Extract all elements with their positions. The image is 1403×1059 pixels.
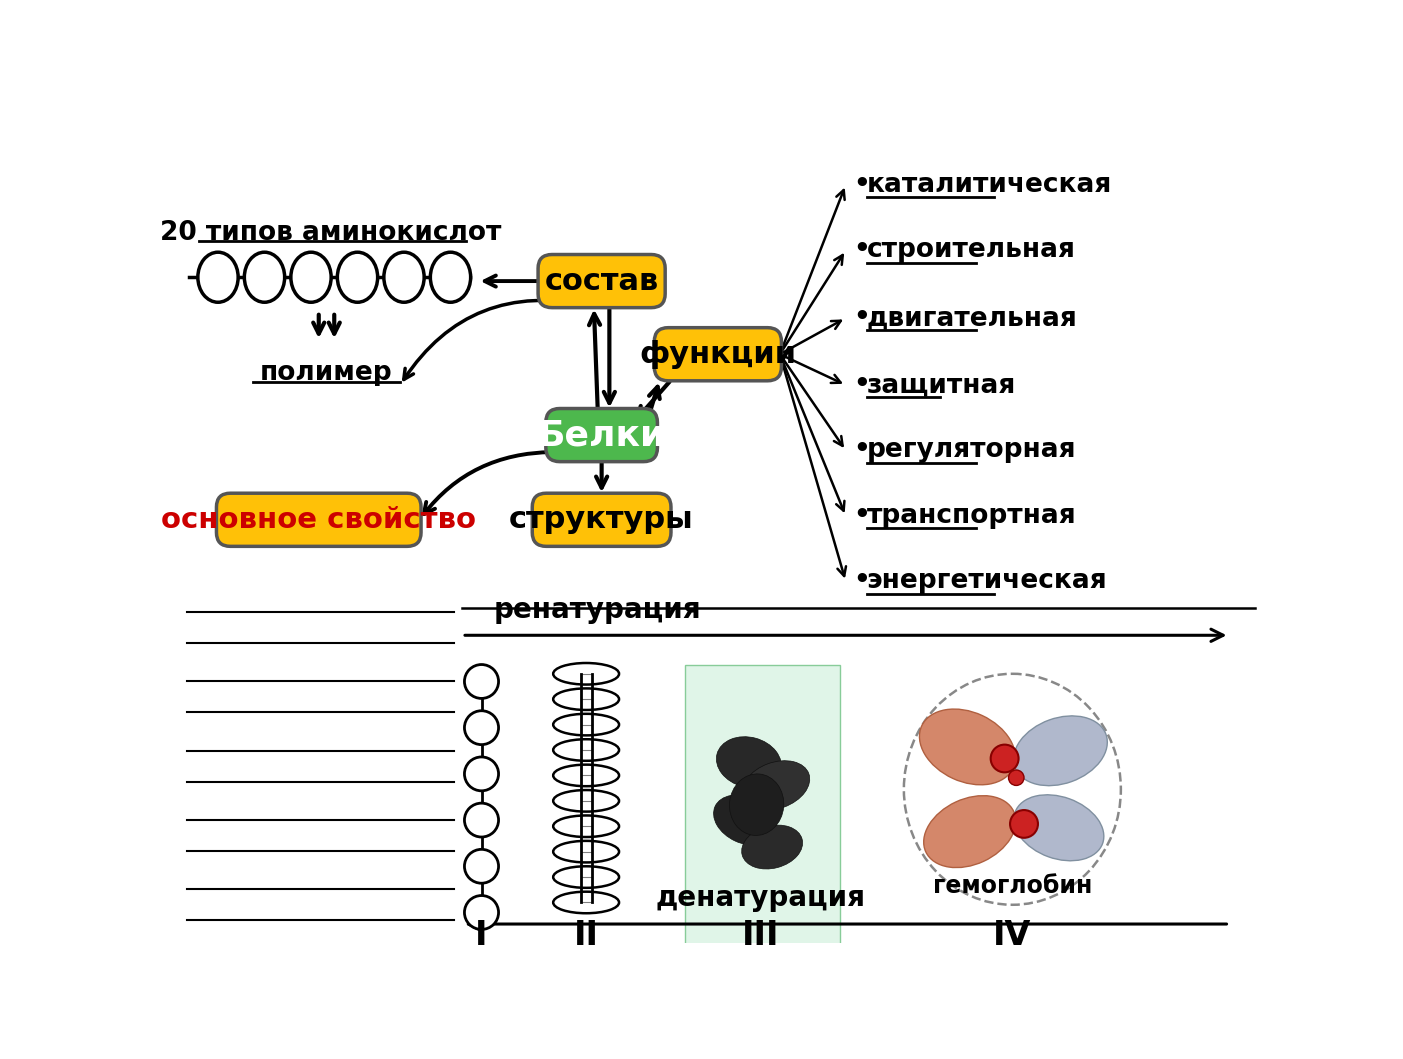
Ellipse shape <box>919 710 1016 785</box>
FancyBboxPatch shape <box>216 493 421 546</box>
Circle shape <box>464 757 498 791</box>
Text: •: • <box>853 437 880 464</box>
FancyBboxPatch shape <box>685 665 839 945</box>
Text: •: • <box>853 237 880 264</box>
Circle shape <box>464 665 498 699</box>
Ellipse shape <box>384 252 424 302</box>
Text: II: II <box>574 919 599 952</box>
Text: двигательная: двигательная <box>867 305 1078 331</box>
Circle shape <box>464 896 498 930</box>
Text: полимер: полимер <box>260 360 393 387</box>
Ellipse shape <box>1014 795 1104 861</box>
Text: состав: состав <box>544 267 659 295</box>
Ellipse shape <box>553 815 619 837</box>
Circle shape <box>464 849 498 883</box>
Ellipse shape <box>553 765 619 786</box>
Text: •: • <box>853 372 880 398</box>
Text: •: • <box>853 172 880 198</box>
Ellipse shape <box>553 663 619 684</box>
Ellipse shape <box>198 252 239 302</box>
Text: строительная: строительная <box>867 237 1076 264</box>
Ellipse shape <box>431 252 470 302</box>
Circle shape <box>464 711 498 744</box>
Text: защитная: защитная <box>867 372 1016 398</box>
Text: структуры: структуры <box>509 505 694 535</box>
Circle shape <box>1009 770 1024 786</box>
Ellipse shape <box>742 760 810 810</box>
Ellipse shape <box>1013 716 1107 786</box>
Text: денатурация: денатурация <box>655 884 866 913</box>
Text: I: I <box>476 919 488 952</box>
Text: III: III <box>742 919 779 952</box>
Text: •: • <box>853 305 880 331</box>
Ellipse shape <box>730 774 784 836</box>
Ellipse shape <box>553 688 619 710</box>
Ellipse shape <box>742 825 803 869</box>
FancyBboxPatch shape <box>546 409 658 462</box>
Text: •: • <box>853 569 880 594</box>
Ellipse shape <box>553 714 619 735</box>
Text: функции: функции <box>640 340 797 369</box>
Circle shape <box>464 803 498 837</box>
FancyBboxPatch shape <box>654 327 781 381</box>
Ellipse shape <box>244 252 285 302</box>
Text: регуляторная: регуляторная <box>867 437 1076 464</box>
Ellipse shape <box>553 790 619 811</box>
Text: энергетическая: энергетическая <box>867 569 1107 594</box>
Ellipse shape <box>337 252 377 302</box>
Text: Белки: Белки <box>537 418 666 452</box>
Text: IV: IV <box>993 919 1031 952</box>
Ellipse shape <box>717 737 781 788</box>
Ellipse shape <box>714 795 776 845</box>
Text: 20 типов аминокислот: 20 типов аминокислот <box>160 220 501 247</box>
Text: •: • <box>853 503 880 528</box>
Ellipse shape <box>923 795 1016 867</box>
Ellipse shape <box>553 739 619 760</box>
Text: основное свойство: основное свойство <box>161 506 476 534</box>
Text: гемоглобин: гемоглобин <box>933 874 1092 898</box>
Text: транспортная: транспортная <box>867 503 1076 528</box>
Ellipse shape <box>553 841 619 862</box>
FancyBboxPatch shape <box>532 493 671 546</box>
Ellipse shape <box>553 892 619 913</box>
Circle shape <box>991 744 1019 772</box>
Text: каталитическая: каталитическая <box>867 172 1113 198</box>
FancyBboxPatch shape <box>539 254 665 308</box>
Circle shape <box>1010 810 1038 838</box>
Text: ренатурация: ренатурация <box>492 596 700 624</box>
Ellipse shape <box>290 252 331 302</box>
Ellipse shape <box>553 866 619 887</box>
